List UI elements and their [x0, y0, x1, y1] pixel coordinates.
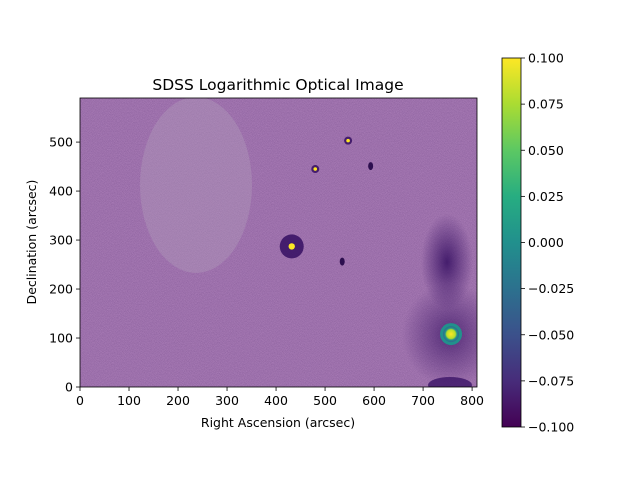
bottom-glow [428, 377, 472, 387]
x-axis: 0 100 200 300 400 500 600 700 800 [76, 387, 484, 408]
colorbar-tick-label: 0.100 [528, 51, 564, 66]
y-tick-label: 300 [49, 233, 73, 248]
colorbar-tick-label: −0.100 [528, 420, 574, 435]
x-tick-label: 500 [313, 393, 337, 408]
x-tick-label: 300 [215, 393, 239, 408]
colorbar [501, 57, 522, 428]
x-tick-label: 200 [166, 393, 190, 408]
source-faint [339, 257, 345, 266]
y-tick-label: 200 [49, 282, 73, 297]
y-tick-label: 0 [65, 380, 73, 395]
colorbar-tick-label: 0.000 [528, 235, 564, 250]
colorbar-tick-label: 0.075 [528, 97, 564, 112]
x-tick-label: 400 [264, 393, 288, 408]
bright-elliptical-region [140, 98, 252, 273]
x-tick-label: 0 [76, 393, 84, 408]
y-tick-label: 100 [49, 331, 73, 346]
y-tick-label: 500 [49, 135, 73, 150]
y-axis: 0 100 200 300 400 500 [49, 135, 80, 395]
x-axis-label: Right Ascension (arcsec) [201, 415, 355, 430]
x-tick-label: 800 [460, 393, 484, 408]
colorbar-tick-label: −0.075 [528, 373, 574, 388]
axes-frame [79, 97, 478, 388]
source-bright-star [443, 326, 460, 343]
colorbar-tick-label: 0.050 [528, 143, 564, 158]
colorbar-axis: 0.100 0.075 0.050 0.025 0.000 −0.025 −0.050 −0.… [521, 51, 574, 435]
source-faint [368, 162, 374, 171]
x-tick-label: 600 [362, 393, 386, 408]
plot-title: SDSS Logarithmic Optical Image [152, 76, 403, 94]
source-star [288, 243, 295, 250]
colorbar-tick-label: −0.050 [528, 327, 574, 342]
y-tick-label: 400 [49, 184, 73, 199]
source-star [313, 167, 318, 171]
colorbar-tick-label: 0.025 [528, 189, 564, 204]
source-star [346, 138, 350, 143]
x-tick-label: 100 [117, 393, 141, 408]
x-tick-label: 700 [411, 393, 435, 408]
star-halo [402, 283, 477, 387]
colorbar-tick-label: −0.025 [528, 281, 574, 296]
sources-layer [279, 136, 463, 346]
y-axis-label: Declination (arcsec) [24, 180, 39, 305]
sky-image [80, 98, 477, 387]
